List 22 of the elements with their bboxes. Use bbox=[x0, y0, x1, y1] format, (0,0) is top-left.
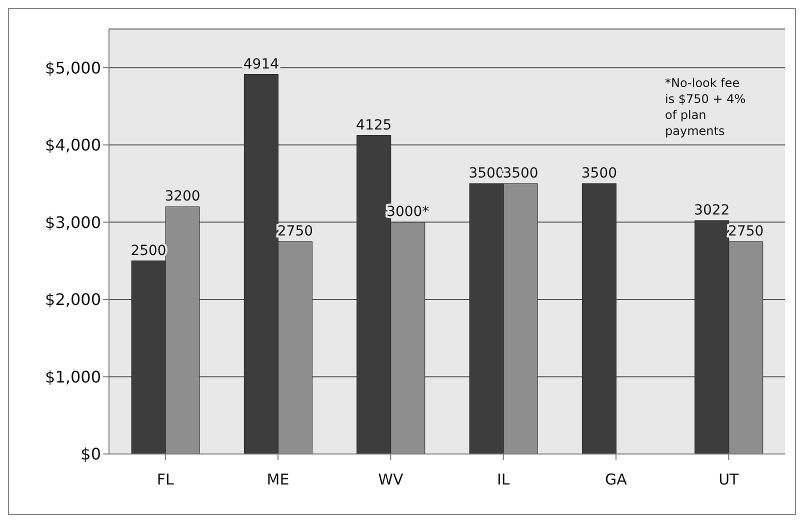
x-tick-label: FL bbox=[156, 470, 174, 489]
data-label: 4125 bbox=[356, 117, 392, 134]
y-tick-label: $3,000 bbox=[45, 212, 101, 232]
data-label: 2750 bbox=[728, 224, 764, 240]
data-label: 3500 bbox=[581, 166, 618, 182]
x-tick-label: IL bbox=[496, 470, 510, 489]
x-tick-label: GA bbox=[605, 470, 628, 489]
x-tick-label: UT bbox=[718, 470, 740, 489]
data-label: 3022 bbox=[694, 202, 730, 218]
data-label: 3500 bbox=[502, 166, 538, 182]
data-label: 3500 bbox=[468, 166, 504, 182]
data-label: 2500 bbox=[130, 242, 166, 259]
data-label: 3200 bbox=[164, 188, 200, 205]
bar bbox=[582, 183, 616, 454]
y-tick-label: $5,000 bbox=[45, 58, 101, 78]
x-tick-label: WV bbox=[378, 470, 404, 489]
y-tick-label: $2,000 bbox=[45, 290, 101, 310]
y-tick-label: $0 bbox=[80, 444, 101, 464]
annotation: *No-look fee is $750 + 4% of plan payments bbox=[665, 76, 746, 138]
x-tick-label: ME bbox=[266, 470, 290, 489]
y-tick-label: $4,000 bbox=[45, 136, 101, 155]
y-tick-label: $1,000 bbox=[45, 367, 101, 386]
